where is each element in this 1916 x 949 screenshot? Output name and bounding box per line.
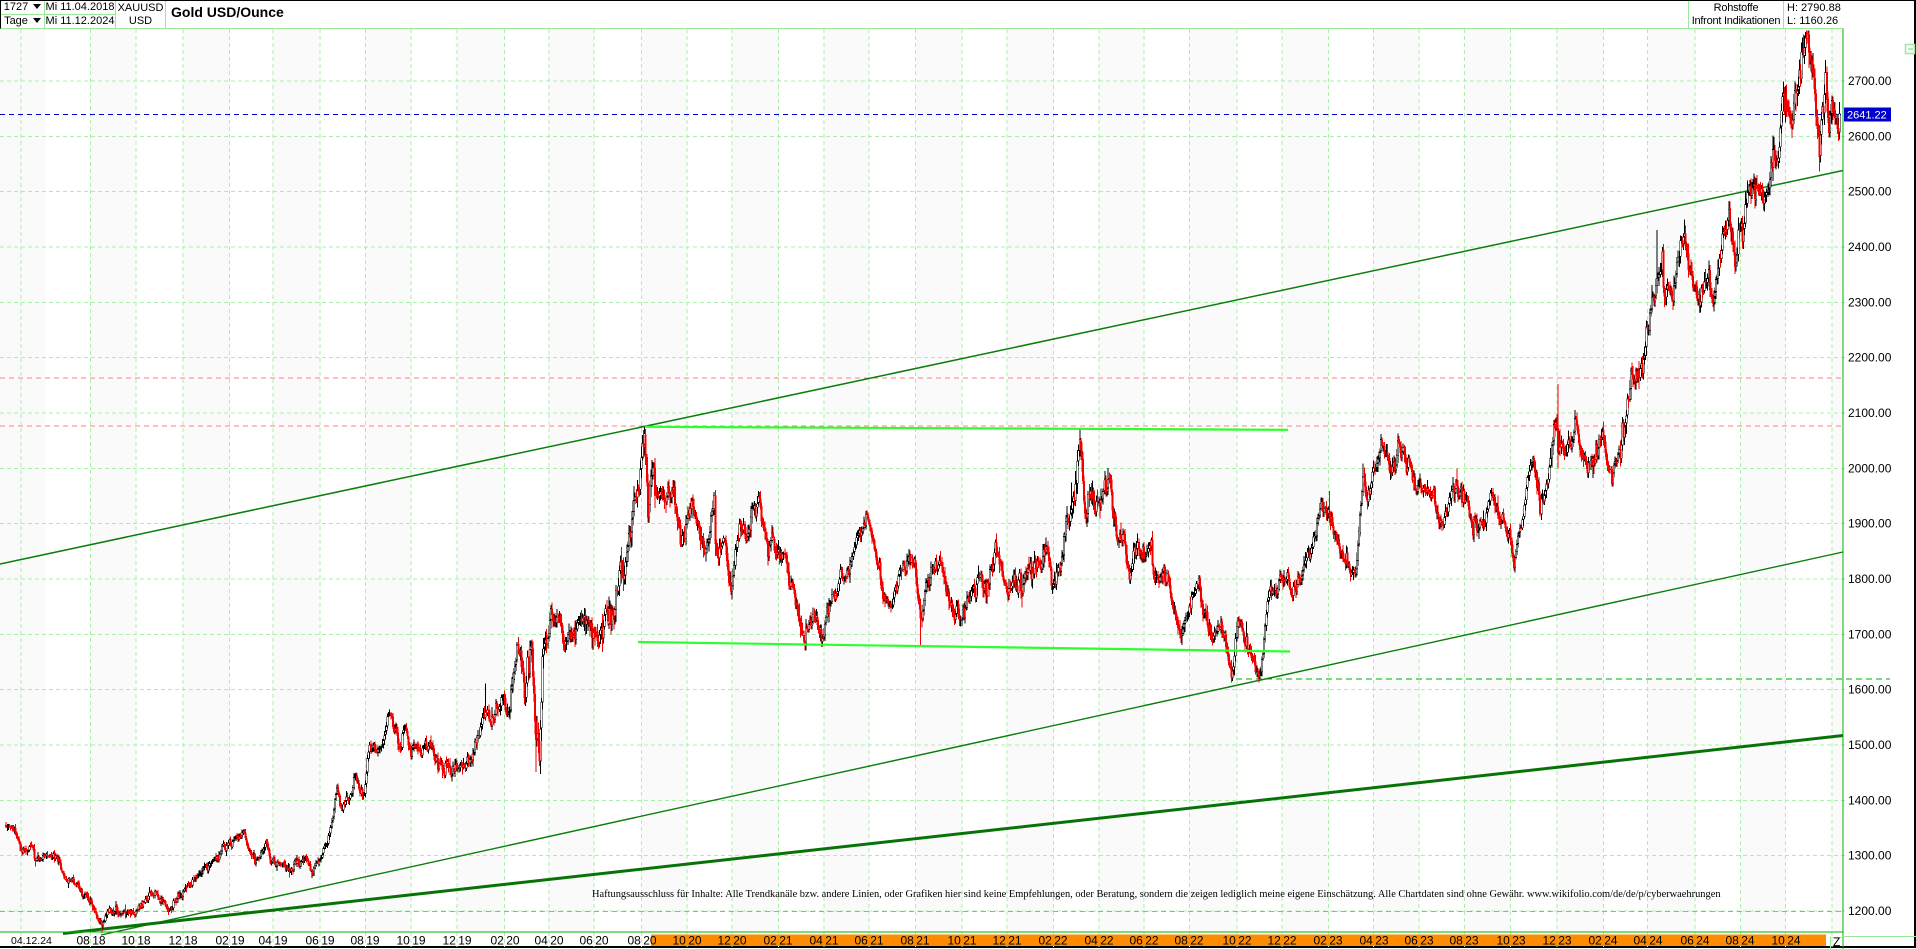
- svg-text:12 18: 12 18: [168, 934, 197, 948]
- svg-text:12 21: 12 21: [992, 934, 1021, 948]
- svg-text:02 24: 02 24: [1588, 934, 1617, 948]
- svg-text:02 20: 02 20: [490, 934, 519, 948]
- svg-text:12 19: 12 19: [442, 934, 471, 948]
- svg-text:10 23: 10 23: [1496, 934, 1525, 948]
- svg-text:10 24: 10 24: [1771, 934, 1800, 948]
- svg-text:1800.00: 1800.00: [1848, 572, 1892, 586]
- svg-text:12 20: 12 20: [717, 934, 746, 948]
- svg-text:1600.00: 1600.00: [1848, 683, 1892, 697]
- svg-text:1900.00: 1900.00: [1848, 517, 1892, 531]
- svg-text:2400.00: 2400.00: [1848, 240, 1892, 254]
- svg-text:2600.00: 2600.00: [1848, 129, 1892, 143]
- svg-text:10 22: 10 22: [1222, 934, 1251, 948]
- svg-text:1200.00: 1200.00: [1848, 904, 1892, 918]
- svg-text:06 22: 06 22: [1129, 934, 1158, 948]
- svg-text:02 21: 02 21: [763, 934, 792, 948]
- svg-text:02 23: 02 23: [1313, 934, 1342, 948]
- svg-text:1500.00: 1500.00: [1848, 738, 1892, 752]
- svg-text:04 21: 04 21: [809, 934, 838, 948]
- svg-text:10 20: 10 20: [672, 934, 701, 948]
- svg-text:10 19: 10 19: [396, 934, 425, 948]
- svg-text:Z: Z: [1833, 935, 1840, 949]
- svg-text:2200.00: 2200.00: [1848, 351, 1892, 365]
- svg-text:10 18: 10 18: [121, 934, 150, 948]
- svg-text:1700.00: 1700.00: [1848, 627, 1892, 641]
- svg-text:06 21: 06 21: [854, 934, 883, 948]
- svg-text:08 21: 08 21: [900, 934, 929, 948]
- svg-text:2641.22: 2641.22: [1847, 110, 1887, 122]
- svg-text:08 24: 08 24: [1725, 934, 1754, 948]
- svg-text:10 21: 10 21: [947, 934, 976, 948]
- svg-text:08 23: 08 23: [1449, 934, 1478, 948]
- svg-text:08 20: 08 20: [627, 934, 656, 948]
- svg-text:06 19: 06 19: [305, 934, 334, 948]
- svg-text:08 18: 08 18: [76, 934, 105, 948]
- svg-text:04 23: 04 23: [1359, 934, 1388, 948]
- svg-text:12 22: 12 22: [1267, 934, 1296, 948]
- svg-text:08 19: 08 19: [350, 934, 379, 948]
- svg-text:1300.00: 1300.00: [1848, 849, 1892, 863]
- svg-text:2500.00: 2500.00: [1848, 185, 1892, 199]
- svg-text:06 20: 06 20: [579, 934, 608, 948]
- svg-text:04 20: 04 20: [534, 934, 563, 948]
- svg-text:12 23: 12 23: [1542, 934, 1571, 948]
- svg-text:04 22: 04 22: [1084, 934, 1113, 948]
- svg-text:04 24: 04 24: [1633, 934, 1662, 948]
- svg-text:2100.00: 2100.00: [1848, 406, 1892, 420]
- svg-text:2700.00: 2700.00: [1848, 74, 1892, 88]
- svg-text:1400.00: 1400.00: [1848, 793, 1892, 807]
- svg-text:02 19: 02 19: [215, 934, 244, 948]
- svg-text:06 24: 06 24: [1680, 934, 1709, 948]
- svg-text:04 19: 04 19: [258, 934, 287, 948]
- svg-text:02 22: 02 22: [1038, 934, 1067, 948]
- svg-text:2000.00: 2000.00: [1848, 461, 1892, 475]
- svg-text:08 22: 08 22: [1174, 934, 1203, 948]
- svg-text:06 23: 06 23: [1404, 934, 1433, 948]
- svg-text:2300.00: 2300.00: [1848, 295, 1892, 309]
